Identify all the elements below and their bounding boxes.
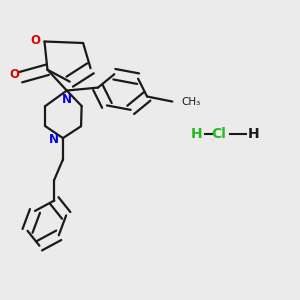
Text: O: O (30, 34, 40, 46)
Text: N: N (62, 93, 72, 106)
Text: N: N (49, 133, 58, 146)
Text: H: H (248, 127, 260, 141)
Text: CH₃: CH₃ (181, 97, 200, 106)
Text: H: H (190, 127, 202, 141)
Text: Cl: Cl (211, 127, 226, 141)
Text: O: O (9, 68, 19, 81)
